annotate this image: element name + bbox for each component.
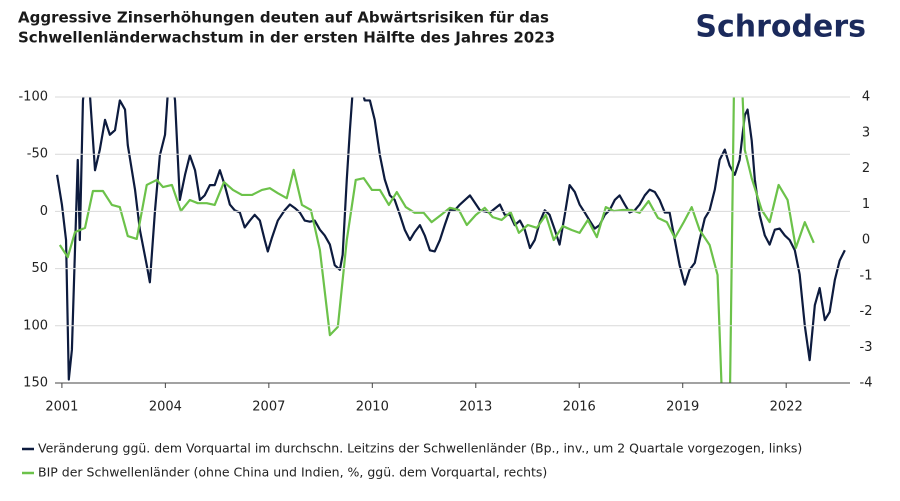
y2-tick-label: 2: [862, 161, 870, 176]
y-tick-label: 150: [23, 376, 48, 391]
logo: Schroders: [695, 10, 866, 45]
series-line: [58, 97, 815, 383]
x-tick-label: 2013: [459, 400, 492, 415]
y2-tick-label: -1: [860, 268, 873, 283]
x-tick-label: 2016: [563, 400, 596, 415]
plot-area: [55, 97, 846, 383]
chart-title: Schwellenländerwachstum in der ersten Hä…: [18, 29, 555, 47]
x-tick-label: 2022: [770, 400, 803, 415]
y-tick-label: -100: [18, 90, 48, 105]
y2-tick-label: -3: [860, 340, 873, 355]
y-tick-label: 50: [31, 261, 48, 276]
y-tick-label: -50: [27, 147, 48, 162]
y-tick-label: 100: [23, 318, 48, 333]
x-tick-label: 2019: [666, 400, 699, 415]
series-line: [55, 97, 846, 381]
y2-tick-label: 4: [862, 90, 870, 105]
y2-tick-label: 3: [862, 125, 870, 140]
y2-tick-label: -4: [860, 376, 873, 391]
x-tick-label: 2010: [356, 400, 389, 415]
chart-title: Aggressive Zinserhöhungen deuten auf Abw…: [18, 9, 549, 27]
legend-label: Veränderung ggü. dem Vorquartal im durch…: [38, 441, 802, 456]
y2-tick-label: -2: [860, 304, 873, 319]
x-tick-label: 2007: [252, 400, 285, 415]
y2-tick-label: 1: [862, 197, 870, 212]
legend-label: BIP der Schwellenländer (ohne China und …: [38, 465, 547, 480]
y-tick-label: 0: [40, 204, 48, 219]
x-tick-label: 2004: [149, 400, 182, 415]
x-tick-label: 2001: [45, 400, 78, 415]
y2-tick-label: 0: [862, 233, 870, 248]
